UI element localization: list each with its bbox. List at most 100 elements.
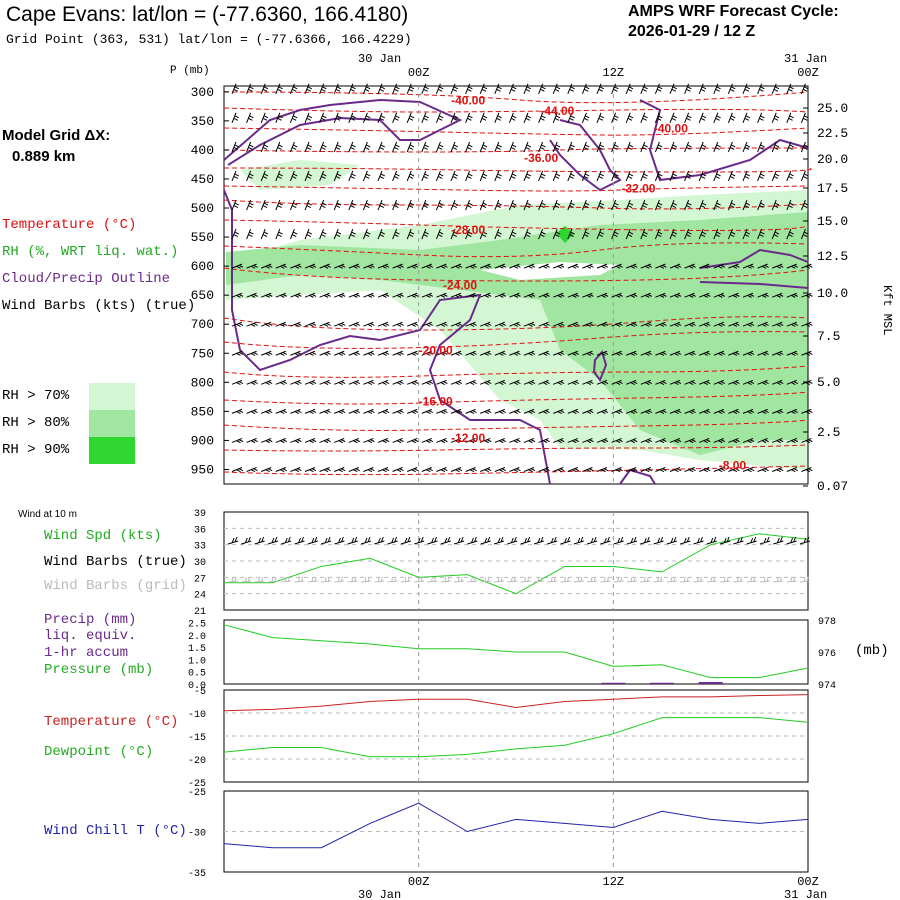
wind-barb: [334, 350, 346, 356]
wind-barb: [581, 228, 590, 240]
wind-barb: [786, 292, 799, 298]
wind-barb: [640, 199, 648, 211]
wind-barb: [625, 170, 634, 182]
wind-barb-true: [759, 536, 771, 545]
wind-barb: [377, 408, 390, 415]
wind-barb: [465, 263, 477, 269]
wind-barb: [538, 263, 550, 269]
legend-rh90: RH > 90%: [2, 442, 70, 458]
pressure-line: [223, 624, 809, 679]
wind-barb-grid: [773, 576, 784, 583]
wind-barb: [757, 379, 769, 385]
wind-barb: [290, 350, 302, 356]
wind-barb: [334, 292, 346, 298]
wind-barb: [800, 199, 809, 211]
wind-barb: [800, 141, 809, 153]
wind-barb: [392, 112, 400, 124]
wind-barb-grid: [507, 576, 518, 583]
wind-barb: [625, 112, 634, 124]
temperature-contour: [223, 465, 809, 476]
temp-y-tick-label: -5: [194, 687, 206, 698]
wind-barb: [290, 437, 302, 444]
wind-barb: [435, 112, 444, 124]
wind-barb: [480, 408, 492, 415]
wind-barb: [304, 379, 317, 385]
wind-barb: [538, 437, 550, 444]
wind-barb: [246, 199, 254, 211]
wind-barb: [363, 292, 375, 298]
wind-barb: [275, 83, 283, 94]
wind-barb: [801, 408, 813, 415]
wind-barb: [275, 170, 283, 182]
wind-barb-true: [773, 536, 784, 545]
wind-barb-true: [799, 536, 811, 545]
wind-barb: [553, 467, 565, 473]
wind-barb: [611, 467, 623, 473]
wind-barb: [538, 83, 546, 94]
wind-barb: [523, 292, 536, 298]
temperature-label: -20.00: [419, 343, 453, 357]
wind-barb-grid: [547, 576, 558, 583]
wind-barb-true: [227, 536, 239, 545]
wind-barb: [494, 228, 502, 240]
wind-barb: [450, 321, 463, 327]
wind-barb: [479, 170, 488, 182]
wind-barb: [450, 228, 459, 240]
wind-barb: [421, 112, 429, 124]
wind-barb: [800, 170, 809, 182]
wind-barb: [392, 350, 404, 356]
wind-barb: [406, 141, 415, 153]
wind-barb: [304, 141, 313, 153]
wind-barb: [786, 170, 794, 182]
wind-barb: [479, 141, 488, 153]
wind-barb: [231, 437, 244, 444]
wind-barb: [348, 141, 356, 153]
precip-y-tick-label: 2.0: [188, 632, 206, 643]
wind-barb: [771, 199, 780, 211]
wind-barb: [757, 437, 769, 444]
wind-barb: [261, 292, 273, 298]
wind-barb-grid: [693, 576, 704, 583]
wind-barb: [669, 350, 682, 356]
wind-barb: [362, 228, 371, 240]
label-wind-barbs-true: Wind Barbs (true): [44, 554, 187, 570]
precip-y-tick-label: 1.0: [188, 656, 206, 667]
wind-barb: [275, 437, 288, 444]
wind-barb: [713, 467, 726, 473]
wind-y-tick-label: 21: [194, 607, 206, 618]
wind-barb: [800, 112, 809, 124]
wind-barb-true: [706, 536, 717, 545]
kft-tick-label: 15.0: [817, 214, 848, 229]
wind-barb: [363, 350, 375, 356]
wind-barb: [713, 263, 726, 269]
wind-barb: [290, 292, 302, 298]
wind-barb: [231, 379, 244, 385]
forecast-cycle-label: AMPS WRF Forecast Cycle:: [628, 3, 839, 20]
wind-barb: [246, 263, 258, 269]
wind-barb: [348, 467, 361, 473]
wind-barb: [654, 199, 663, 211]
wind-barb: [275, 467, 288, 473]
wind-barb-grid: [307, 576, 318, 583]
wind-barb: [450, 141, 459, 153]
wind-barb: [567, 437, 580, 444]
wind-barb: [480, 350, 492, 356]
wind-barb: [538, 141, 546, 153]
wind-barb: [450, 83, 459, 94]
wind-barb: [479, 112, 488, 124]
wind-barb: [655, 263, 667, 269]
wind-barb: [392, 292, 404, 298]
wind-barb: [231, 141, 240, 153]
wind-barb: [275, 292, 288, 298]
wind-barb: [450, 170, 459, 182]
wind-barb: [246, 141, 254, 153]
wind-y-tick-label: 36: [194, 525, 206, 536]
wind-barb: [611, 379, 623, 385]
wind-barb: [392, 228, 400, 240]
wind-barb: [319, 83, 327, 94]
wind-barb: [786, 408, 799, 415]
bottom-date-right: 31 Jan: [784, 888, 827, 900]
wind-barb: [392, 263, 404, 269]
model-grid-value: 0.889 km: [12, 148, 76, 165]
